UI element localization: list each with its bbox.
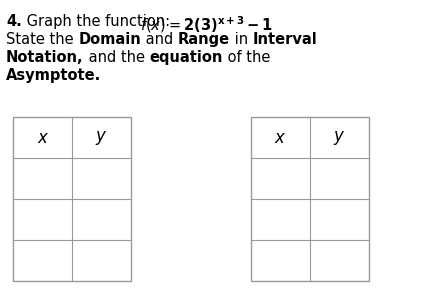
Text: Range: Range xyxy=(178,32,230,47)
Text: in: in xyxy=(230,32,253,47)
Text: Graph the function:: Graph the function: xyxy=(22,14,179,29)
Text: $y$: $y$ xyxy=(95,129,108,147)
Text: $x$: $x$ xyxy=(274,129,286,147)
Text: State the: State the xyxy=(6,32,78,47)
Text: 4.: 4. xyxy=(6,14,22,29)
Text: $y$: $y$ xyxy=(333,129,345,147)
Text: and: and xyxy=(141,32,178,47)
Text: Domain: Domain xyxy=(78,32,141,47)
Text: $\it{f}(x) = \mathbf{2(3)^{x+3} - 1}$: $\it{f}(x) = \mathbf{2(3)^{x+3} - 1}$ xyxy=(140,14,273,35)
Text: and the: and the xyxy=(83,50,149,65)
Text: Interval: Interval xyxy=(253,32,317,47)
Text: equation: equation xyxy=(149,50,222,65)
Text: Notation,: Notation, xyxy=(6,50,83,65)
Text: of the: of the xyxy=(222,50,270,65)
Bar xyxy=(13,117,131,281)
Text: Asymptote.: Asymptote. xyxy=(6,68,101,83)
Bar xyxy=(251,117,369,281)
Text: $x$: $x$ xyxy=(36,129,49,147)
